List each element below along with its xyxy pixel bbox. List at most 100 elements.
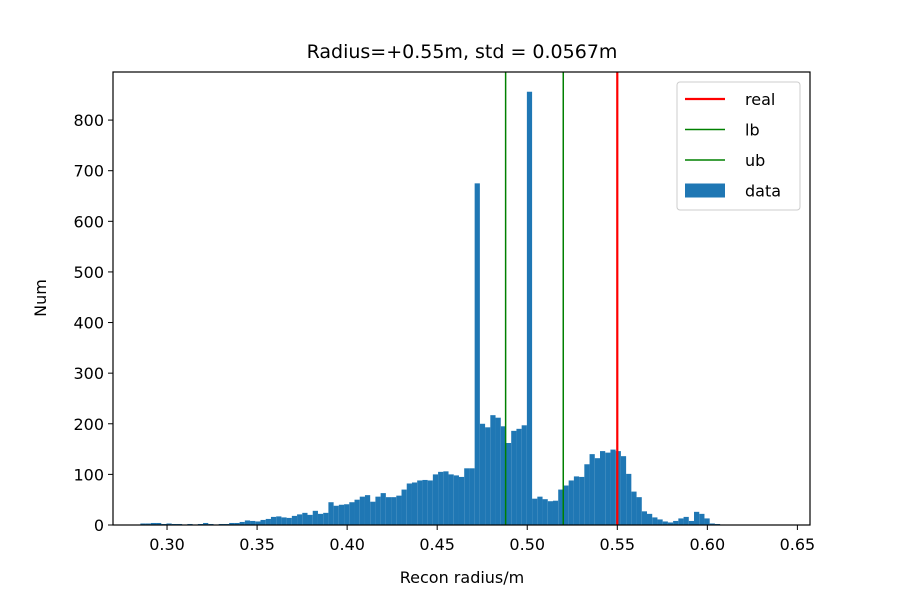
legend-label-lb: lb	[745, 121, 760, 140]
histogram-bar	[140, 523, 146, 525]
y-tick-label: 400	[73, 314, 104, 333]
histogram-bar	[537, 496, 543, 525]
histogram-bar	[610, 449, 616, 525]
histogram-bar	[694, 511, 700, 525]
histogram-bar	[150, 522, 157, 525]
histogram-bar	[532, 498, 538, 525]
histogram-bar	[647, 513, 653, 525]
histogram-bar	[662, 521, 668, 525]
legend-box	[676, 81, 801, 211]
histogram-bar	[166, 523, 172, 525]
histogram-bar	[250, 520, 256, 525]
histogram-bar	[573, 476, 580, 525]
histogram-bar	[652, 517, 658, 525]
histogram-bar	[589, 454, 595, 525]
histogram-bar	[438, 471, 444, 525]
histogram-bar	[312, 510, 318, 525]
histogram-bar	[579, 476, 585, 525]
histogram-bar	[448, 474, 454, 525]
histogram-bar	[396, 495, 402, 525]
x-tick-label: 0.50	[509, 535, 545, 554]
histogram-bar	[516, 428, 522, 525]
x-tick-label: 0.65	[780, 535, 816, 554]
histogram-bar	[667, 522, 674, 525]
histogram-bar	[568, 480, 574, 525]
histogram-bar	[485, 427, 491, 525]
histogram-bar	[297, 514, 303, 525]
y-tick-label: 700	[73, 162, 104, 181]
histogram-bar	[620, 456, 627, 525]
histogram-bar	[495, 417, 501, 525]
histogram-bar	[234, 522, 240, 525]
histogram-bar	[443, 471, 449, 525]
histogram-bar	[380, 493, 386, 525]
histogram-bar	[406, 483, 412, 525]
histogram-bar	[474, 183, 480, 525]
legend-label-real: real	[745, 90, 775, 109]
x-axis-ticks: 0.30 0.35 0.40 0.45 0.50 0.55 0.60 0.65	[149, 525, 815, 554]
histogram-bar	[594, 458, 600, 525]
histogram-bar	[286, 517, 292, 525]
histogram-bar	[317, 513, 324, 525]
histogram-bar	[563, 485, 569, 525]
histogram-bar	[203, 522, 209, 525]
histogram-bar	[547, 501, 553, 525]
histogram-bar	[323, 512, 329, 525]
legend-swatch-data	[685, 183, 725, 198]
histogram-bar	[500, 426, 506, 525]
histogram-bar	[699, 513, 705, 525]
histogram-bar	[641, 511, 648, 525]
histogram-bar	[542, 499, 548, 525]
histogram-bar	[464, 468, 470, 525]
histogram-bar	[469, 468, 475, 525]
histogram-bar	[359, 496, 365, 525]
histogram-bar	[291, 515, 298, 525]
histogram-bars	[140, 91, 726, 526]
histogram-bar	[626, 473, 632, 525]
y-tick-label: 100	[73, 465, 104, 484]
x-tick-label: 0.45	[419, 535, 455, 554]
histogram-bar	[505, 443, 512, 525]
histogram-bar	[683, 516, 689, 525]
histogram-bar	[354, 499, 360, 525]
plot-frame	[112, 71, 811, 526]
y-tick-label: 0	[94, 516, 104, 535]
x-axis-label: Recon radius/m	[400, 568, 525, 587]
histogram-bar	[370, 501, 376, 525]
x-tick-label: 0.55	[599, 535, 635, 554]
histogram-bar	[427, 480, 433, 525]
histogram-bar	[385, 497, 392, 525]
legend: real lb ub data	[676, 81, 801, 211]
y-tick-label: 300	[73, 364, 104, 383]
histogram-bar	[145, 523, 151, 525]
histogram-bar	[490, 415, 496, 525]
histogram-bar	[302, 512, 308, 525]
histogram-bar	[364, 495, 371, 525]
histogram-bar	[375, 496, 381, 525]
y-axis-label: Num	[31, 279, 50, 317]
reference-lines	[504, 72, 619, 525]
histogram-bar	[657, 519, 663, 525]
histogram-bar	[605, 452, 611, 525]
x-tick-label: 0.40	[329, 535, 365, 554]
histogram-bar	[276, 516, 282, 525]
histogram-bar	[673, 520, 679, 525]
histogram-bar	[599, 451, 606, 525]
histogram-bar	[709, 523, 715, 525]
histogram-bar	[344, 504, 350, 525]
histogram-bar	[401, 489, 407, 525]
legend-label-ub: ub	[745, 151, 765, 170]
histogram-bar	[432, 474, 439, 525]
x-tick-label: 0.35	[239, 535, 275, 554]
histogram-bar	[636, 497, 642, 525]
y-tick-label: 800	[73, 111, 104, 130]
histogram-bar	[458, 476, 465, 525]
histogram-bar	[270, 516, 277, 525]
histogram-bar	[156, 522, 162, 525]
histogram-bar	[704, 518, 710, 525]
chart-title: Radius=+0.55m, std = 0.0567m	[307, 41, 618, 63]
y-tick-label: 600	[73, 212, 104, 231]
histogram-bar	[453, 475, 459, 525]
x-tick-label: 0.60	[690, 535, 726, 554]
histogram-bar	[229, 522, 235, 525]
